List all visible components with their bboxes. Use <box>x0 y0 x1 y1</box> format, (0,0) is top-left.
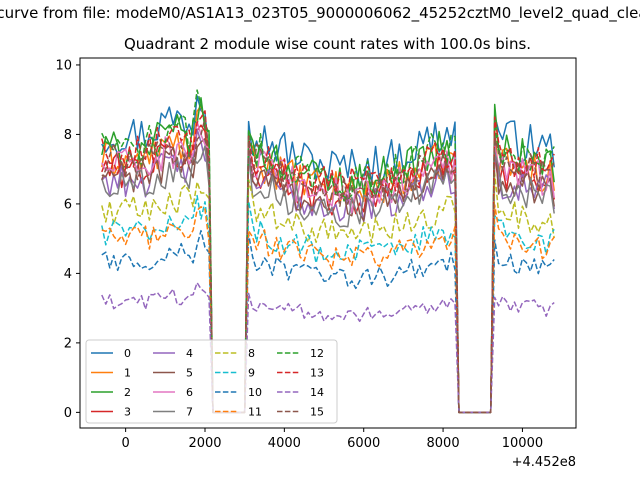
legend-label: 8 <box>248 347 255 360</box>
x-tick-label: 10000 <box>502 436 543 451</box>
legend-label: 11 <box>248 406 262 419</box>
figure-suptitle: Light curve from file: modeM0/AS1A13_023… <box>0 4 640 22</box>
legend-label: 10 <box>248 386 262 399</box>
chart-title: Quadrant 2 module wise count rates with … <box>123 35 532 53</box>
legend-label: 6 <box>186 386 193 399</box>
legend-box <box>85 339 338 424</box>
legend-label: 3 <box>124 406 131 419</box>
x-tick-label: 8000 <box>427 436 460 451</box>
series-line-14 <box>101 281 555 414</box>
legend-label: 4 <box>186 347 193 360</box>
legend-label: 13 <box>310 367 324 380</box>
y-tick-label: 4 <box>64 267 72 282</box>
series-line-15 <box>101 117 555 414</box>
y-tick-label: 10 <box>55 58 72 73</box>
x-tick-label: 0 <box>121 436 129 451</box>
legend-label: 5 <box>186 367 193 380</box>
legend-label: 7 <box>186 406 193 419</box>
x-tick-label: 2000 <box>188 436 221 451</box>
legend-label: 14 <box>310 386 324 399</box>
legend-label: 9 <box>248 367 255 380</box>
y-tick-label: 2 <box>64 336 72 351</box>
legend-label: 0 <box>124 347 131 360</box>
x-tick-label: 6000 <box>347 436 380 451</box>
x-offset-label: +4.452e8 <box>512 455 576 470</box>
legend-label: 2 <box>124 386 131 399</box>
y-tick-label: 6 <box>64 197 72 212</box>
y-tick-label: 8 <box>64 128 72 143</box>
plot-frame <box>79 57 577 429</box>
legend-label: 1 <box>124 367 131 380</box>
legend-label: 15 <box>310 406 324 419</box>
x-tick-label: 4000 <box>268 436 301 451</box>
y-tick-label: 0 <box>64 406 72 421</box>
legend-label: 12 <box>310 347 324 360</box>
